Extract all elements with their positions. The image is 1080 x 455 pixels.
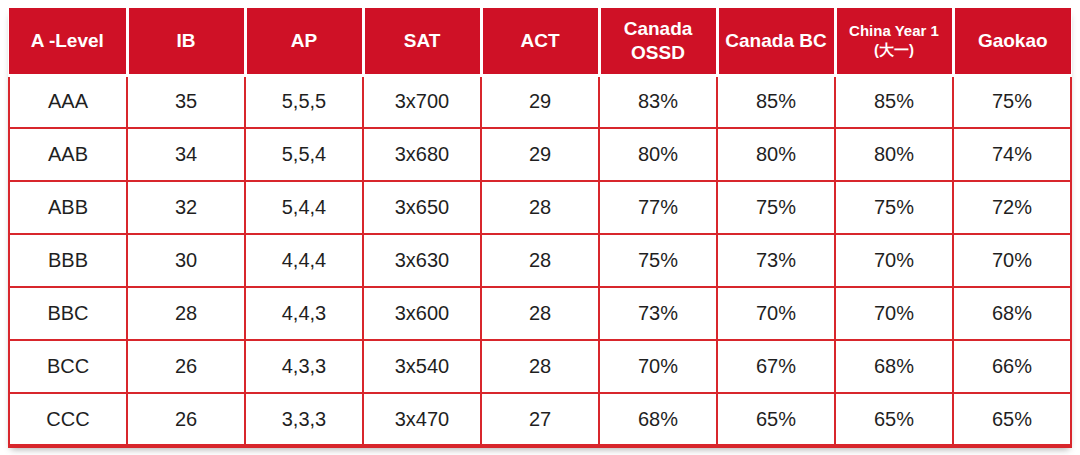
table-cell: 3x600: [363, 287, 481, 340]
table-cell: 80%: [717, 128, 835, 181]
table-cell: 28: [481, 340, 599, 393]
table-cell: 70%: [717, 287, 835, 340]
table-cell: 4,3,3: [245, 340, 363, 393]
table-cell: 3x630: [363, 234, 481, 287]
column-header-2: AP: [245, 8, 363, 75]
column-header-4: ACT: [481, 8, 599, 75]
table-cell: 29: [481, 75, 599, 128]
table-cell: 5,5,4: [245, 128, 363, 181]
table-row: AAB345,5,43x6802980%80%80%74%: [9, 128, 1071, 181]
table-cell: 70%: [835, 234, 953, 287]
column-header-5: Canada OSSD: [599, 8, 717, 75]
table-cell: 65%: [953, 393, 1071, 446]
table-cell: 26: [127, 393, 245, 446]
column-header-8: Gaokao: [953, 8, 1071, 75]
column-header-6: Canada BC: [717, 8, 835, 75]
table-cell: 3x540: [363, 340, 481, 393]
table-cell: 4,4,4: [245, 234, 363, 287]
table-cell: 35: [127, 75, 245, 128]
table-cell: 73%: [717, 234, 835, 287]
table-cell: 73%: [599, 287, 717, 340]
table-cell: 3x650: [363, 181, 481, 234]
table-cell: 75%: [953, 75, 1071, 128]
table-cell: 68%: [953, 287, 1071, 340]
table-cell: 72%: [953, 181, 1071, 234]
table-cell: 3,3,3: [245, 393, 363, 446]
column-header-7: China Year 1 (大一): [835, 8, 953, 75]
table-row: BCC264,3,33x5402870%67%68%66%: [9, 340, 1071, 393]
table-cell: 77%: [599, 181, 717, 234]
table-cell: 65%: [717, 393, 835, 446]
table-cell: 80%: [599, 128, 717, 181]
table-cell: 28: [481, 181, 599, 234]
table-cell: 65%: [835, 393, 953, 446]
table-row: AAA355,5,53x7002983%85%85%75%: [9, 75, 1071, 128]
table-cell: 32: [127, 181, 245, 234]
table-cell: 28: [481, 287, 599, 340]
table-cell: CCC: [9, 393, 127, 446]
column-header-1: IB: [127, 8, 245, 75]
table-row: CCC263,3,33x4702768%65%65%65%: [9, 393, 1071, 446]
table-cell: 34: [127, 128, 245, 181]
table-row: BBB304,4,43x6302875%73%70%70%: [9, 234, 1071, 287]
table-cell: 3x680: [363, 128, 481, 181]
table-cell: 85%: [835, 75, 953, 128]
table-cell: 3x470: [363, 393, 481, 446]
table-cell: 5,4,4: [245, 181, 363, 234]
table-cell: 29: [481, 128, 599, 181]
table-cell: 28: [481, 234, 599, 287]
table-cell: 74%: [953, 128, 1071, 181]
table-cell: 68%: [835, 340, 953, 393]
table-cell: BBC: [9, 287, 127, 340]
table-cell: 75%: [835, 181, 953, 234]
table-cell: 75%: [599, 234, 717, 287]
table-cell: 68%: [599, 393, 717, 446]
table-cell: 66%: [953, 340, 1071, 393]
column-header-3: SAT: [363, 8, 481, 75]
table-cell: 70%: [953, 234, 1071, 287]
table-cell: ABB: [9, 181, 127, 234]
requirements-table-container: A -LevelIBAPSATACTCanada OSSDCanada BCCh…: [8, 8, 1072, 447]
column-header-0: A -Level: [9, 8, 127, 75]
table-cell: 3x700: [363, 75, 481, 128]
table-cell: 4,4,3: [245, 287, 363, 340]
table-header: A -LevelIBAPSATACTCanada OSSDCanada BCCh…: [9, 8, 1071, 75]
table-cell: 80%: [835, 128, 953, 181]
requirements-table: A -LevelIBAPSATACTCanada OSSDCanada BCCh…: [8, 8, 1072, 448]
header-row: A -LevelIBAPSATACTCanada OSSDCanada BCCh…: [9, 8, 1071, 75]
table-cell: BBB: [9, 234, 127, 287]
table-cell: BCC: [9, 340, 127, 393]
table-body: AAA355,5,53x7002983%85%85%75%AAB345,5,43…: [9, 75, 1071, 446]
table-cell: 75%: [717, 181, 835, 234]
table-cell: 70%: [835, 287, 953, 340]
table-cell: 83%: [599, 75, 717, 128]
table-cell: 27: [481, 393, 599, 446]
table-cell: 85%: [717, 75, 835, 128]
table-row: BBC284,4,33x6002873%70%70%68%: [9, 287, 1071, 340]
table-cell: 70%: [599, 340, 717, 393]
table-cell: 5,5,5: [245, 75, 363, 128]
table-cell: AAB: [9, 128, 127, 181]
table-cell: 30: [127, 234, 245, 287]
table-cell: 28: [127, 287, 245, 340]
table-row: ABB325,4,43x6502877%75%75%72%: [9, 181, 1071, 234]
table-cell: AAA: [9, 75, 127, 128]
table-cell: 26: [127, 340, 245, 393]
table-cell: 67%: [717, 340, 835, 393]
